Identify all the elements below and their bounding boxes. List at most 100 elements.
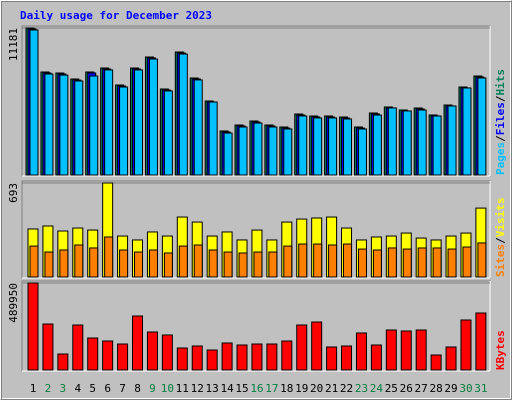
bar (445, 346, 457, 371)
bar (372, 249, 382, 278)
x-tick-label: 6 (104, 382, 111, 395)
bar (104, 236, 114, 278)
x-tick-label: 21 (325, 382, 338, 395)
bar (251, 343, 263, 371)
x-tick-label: 5 (89, 382, 96, 395)
x-tick-label: 9 (149, 382, 156, 395)
bar (163, 252, 173, 278)
x-tick-label: 17 (265, 382, 278, 395)
bar (417, 247, 427, 278)
legend-entry: KBytes (494, 330, 507, 370)
legend-entry: Hits (494, 69, 507, 96)
bar (341, 345, 353, 371)
bar (326, 346, 338, 371)
bar (148, 58, 158, 176)
x-tick-label: 1 (30, 382, 37, 395)
bar (268, 126, 278, 176)
bar (296, 324, 308, 371)
bar (238, 252, 248, 278)
bar (236, 344, 248, 371)
bar (266, 343, 278, 371)
bar (298, 115, 308, 176)
y-tick-label: 693 (7, 183, 20, 203)
bar (460, 319, 472, 371)
bar (370, 344, 382, 371)
x-tick-label: 27 (415, 382, 428, 395)
bar (283, 245, 293, 278)
legend-separator: / (494, 95, 507, 102)
bar (208, 101, 218, 176)
bar (372, 114, 382, 176)
x-tick-label: 16 (250, 382, 263, 395)
bar (328, 244, 338, 278)
bar (283, 128, 293, 176)
bar (415, 329, 427, 371)
x-tick-label: 31 (474, 382, 487, 395)
bar (357, 128, 367, 176)
bar (44, 251, 54, 278)
bar (208, 249, 218, 278)
bar (57, 353, 69, 371)
chart-title: Daily usage for December 2023 (20, 9, 212, 22)
bar (447, 248, 457, 278)
x-tick-label: 12 (191, 382, 204, 395)
x-tick-label: 19 (295, 382, 308, 395)
bar (355, 332, 367, 371)
legend-separator: / (494, 135, 507, 142)
x-tick-label: 14 (220, 382, 234, 395)
bar (447, 105, 457, 176)
legend-entry: Sites (494, 244, 507, 277)
bar (59, 249, 69, 278)
bar (178, 245, 188, 278)
bar (477, 77, 487, 176)
x-tick-label: 26 (400, 382, 413, 395)
bar (178, 53, 188, 176)
x-tick-label: 13 (206, 382, 219, 395)
bar (313, 243, 323, 278)
legend-entry: Files (494, 102, 507, 135)
bar (343, 243, 353, 278)
bar (223, 251, 233, 278)
bar (44, 73, 54, 176)
bar (477, 242, 487, 278)
bar (462, 246, 472, 278)
bar (328, 117, 338, 176)
bar (253, 251, 263, 278)
bar (387, 247, 397, 278)
bar (134, 69, 144, 176)
bar (176, 347, 188, 371)
bar (163, 90, 173, 176)
bar (134, 251, 144, 278)
x-tick-label: 18 (280, 382, 293, 395)
bar (193, 244, 203, 278)
bar (400, 330, 412, 371)
bar (206, 349, 218, 371)
bar (117, 343, 129, 371)
x-tick-label: 28 (429, 382, 442, 395)
y-tick-label: 11181 (7, 28, 20, 61)
x-tick-label: 29 (444, 382, 457, 395)
bar (432, 115, 442, 176)
y-tick-label: 489950 (7, 283, 20, 323)
x-tick-label: 8 (134, 382, 141, 395)
bar (343, 118, 353, 176)
bar (462, 87, 472, 176)
bar (59, 74, 69, 176)
x-tick-label: 15 (235, 382, 248, 395)
bar (475, 312, 487, 371)
x-tick-label: 4 (74, 382, 81, 395)
legend: Sites/Visits (494, 198, 507, 278)
bar (87, 337, 99, 371)
bar (89, 75, 99, 176)
legend: Pages/Files/Hits (494, 69, 507, 175)
x-tick-label: 2 (45, 382, 52, 395)
bar (74, 244, 84, 278)
bar (146, 331, 158, 371)
bar (253, 122, 263, 176)
bar (223, 132, 233, 176)
bar (89, 247, 99, 278)
x-tick-label: 30 (459, 382, 472, 395)
bar (29, 29, 39, 176)
bar (432, 247, 442, 278)
